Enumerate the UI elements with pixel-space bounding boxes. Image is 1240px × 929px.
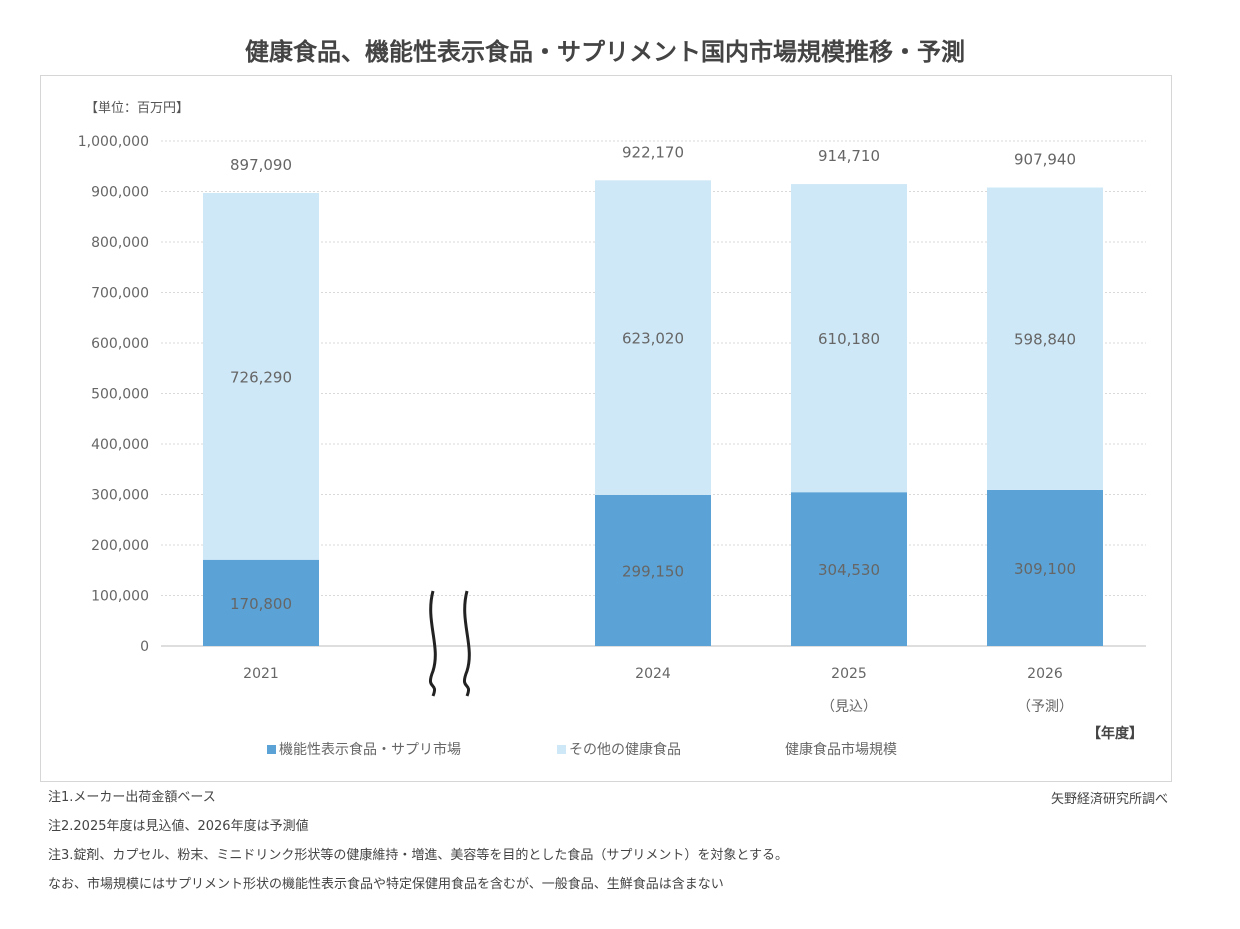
total-label: 897,090 <box>230 156 292 174</box>
chart-frame: 0 100,000 200,000 300,000 400,000 500,000 600,… <box>40 75 1172 782</box>
data-label: 726,290 <box>230 368 292 386</box>
total-label: 914,710 <box>818 147 880 165</box>
note-4: なお、市場規模にはサプリメント形状の機能性表示食品や特定保健用食品を含むが、一般… <box>48 877 724 892</box>
note-1: 注1.メーカー出荷金額ベース <box>48 790 216 805</box>
data-label: 623,020 <box>622 330 684 348</box>
note-2: 注2.2025年度は見込値、2026年度は予測値 <box>48 819 309 834</box>
bar-functional-supplement <box>595 494 711 646</box>
y-tick-label: 900,000 <box>91 185 149 201</box>
x-tick-label: 2024 <box>635 666 671 682</box>
bar-functional-supplement <box>791 492 907 646</box>
data-label: 309,100 <box>1014 560 1076 578</box>
y-tick-label: 100,000 <box>91 589 149 605</box>
bar-chart: 0 100,000 200,000 300,000 400,000 500,000 600,… <box>78 100 1146 758</box>
legend-swatch <box>267 745 276 754</box>
data-label: 299,150 <box>622 562 684 580</box>
note-3: 注3.錠剤、カプセル、粉末、ミニドリンク形状等の健康維持・増進、美容等を目的とし… <box>48 848 789 863</box>
bar-other-health-food <box>595 180 711 495</box>
y-tick-label: 200,000 <box>91 538 149 554</box>
y-tick-label: 700,000 <box>91 286 149 302</box>
data-label: 170,800 <box>230 595 292 613</box>
x-tick-label: 2025 <box>831 666 867 682</box>
legend-item-total: 健康食品市場規模 <box>785 741 897 758</box>
x-axis-label: 【年度】 <box>1087 725 1143 742</box>
y-tick-label: 1,000,000 <box>78 134 149 150</box>
total-label: 922,170 <box>622 143 684 161</box>
x-tick-sublabel: （予測） <box>1017 699 1073 715</box>
x-tick-sublabel: （見込） <box>821 699 877 715</box>
y-tick-label: 300,000 <box>91 488 149 504</box>
legend-swatch <box>557 745 566 754</box>
data-label: 610,180 <box>818 330 880 348</box>
x-tick-label: 2021 <box>243 666 279 682</box>
bar-other-health-food <box>987 187 1103 490</box>
y-tick-label: 500,000 <box>91 387 149 403</box>
bar-other-health-food <box>203 192 319 560</box>
source-credit: 矢野経済研究所調べ <box>1050 792 1168 807</box>
data-label: 598,840 <box>1014 331 1076 349</box>
bar-other-health-food <box>791 184 907 493</box>
y-tick-label: 0 <box>140 639 149 655</box>
legend-item-functional: 機能性表示食品・サプリ市場 <box>279 741 461 758</box>
x-tick-label: 2026 <box>1027 666 1063 682</box>
bar-functional-supplement <box>987 489 1103 646</box>
y-tick-label: 400,000 <box>91 437 149 453</box>
chart-title: 健康食品、機能性表示食品・サプリメント国内市場規模推移・予測 <box>245 38 965 66</box>
data-label: 304,530 <box>818 561 880 579</box>
y-tick-label: 800,000 <box>91 235 149 251</box>
axis-break-mark <box>428 590 437 697</box>
bar-functional-supplement <box>203 559 319 646</box>
total-label: 907,940 <box>1014 150 1076 168</box>
notes: 注1.メーカー出荷金額ベース 注2.2025年度は見込値、2026年度は予測値 … <box>48 788 1168 904</box>
y-tick-label: 600,000 <box>91 336 149 352</box>
legend-item-other: その他の健康食品 <box>569 741 681 758</box>
axis-break-mark <box>462 590 471 697</box>
unit-label: 【単位：百万円】 <box>85 100 189 116</box>
